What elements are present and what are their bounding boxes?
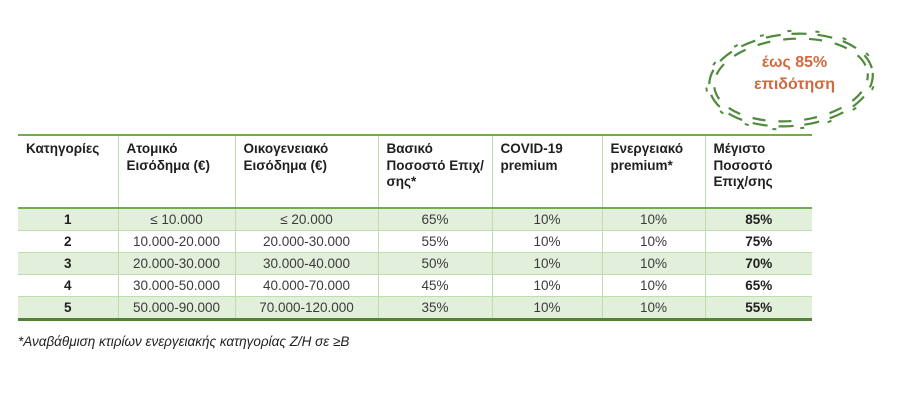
cell-max-rate: 55% — [704, 296, 812, 320]
cell-individual-income: 20.000-30.000 — [117, 252, 235, 275]
cell-energy-premium: 10% — [601, 274, 705, 297]
cell-energy-premium: 10% — [601, 252, 705, 275]
col-header-base-rate: Βασικό Ποσοστό Επιχ/σης* — [377, 135, 492, 209]
cell-max-rate: 85% — [704, 208, 812, 231]
cell-category: 2 — [18, 230, 118, 253]
cell-covid-premium: 10% — [491, 230, 602, 253]
cell-family-income: 30.000-40.000 — [234, 252, 378, 275]
cell-max-rate: 75% — [704, 230, 812, 253]
col-header-family-income: Οικογενειακό Εισόδημα (€) — [234, 135, 378, 209]
subsidy-table: Κατηγορίες Ατομικό Εισόδημα (€) Οικογενε… — [18, 134, 812, 321]
cell-energy-premium: 10% — [601, 230, 705, 253]
col-header-categories: Κατηγορίες — [18, 135, 118, 209]
badge-line-2: επιδότηση — [754, 76, 835, 93]
cell-category: 5 — [18, 296, 118, 320]
col-header-energy-premium: Ενεργειακό premium* — [601, 135, 705, 209]
sketch-ellipse-icon — [705, 29, 877, 131]
table-row: 5 50.000-90.000 70.000-120.000 35% 10% 1… — [18, 296, 812, 320]
cell-family-income: ≤ 20.000 — [234, 208, 378, 231]
table-row: 4 30.000-50.000 40.000-70.000 45% 10% 10… — [18, 274, 812, 297]
cell-base-rate: 55% — [377, 230, 492, 253]
cell-covid-premium: 10% — [491, 252, 602, 275]
cell-base-rate: 45% — [377, 274, 492, 297]
cell-max-rate: 70% — [704, 252, 812, 275]
cell-family-income: 20.000-30.000 — [234, 230, 378, 253]
cell-max-rate: 65% — [704, 274, 812, 297]
badge-text: έως 85% επιδότηση — [728, 52, 862, 96]
cell-category: 1 — [18, 208, 118, 231]
table-row: 2 10.000-20.000 20.000-30.000 55% 10% 10… — [18, 230, 812, 253]
cell-family-income: 70.000-120.000 — [234, 296, 378, 320]
cell-individual-income: 50.000-90.000 — [117, 296, 235, 320]
cell-individual-income: 30.000-50.000 — [117, 274, 235, 297]
table-footnote: *Αναβάθμιση κτιρίων ενεργειακής κατηγορί… — [18, 334, 350, 349]
cell-base-rate: 50% — [377, 252, 492, 275]
cell-energy-premium: 10% — [601, 296, 705, 320]
header-row: Κατηγορίες Ατομικό Εισόδημα (€) Οικογενε… — [18, 135, 812, 209]
cell-category: 4 — [18, 274, 118, 297]
badge-line-1: έως 85% — [761, 54, 828, 71]
cell-covid-premium: 10% — [491, 208, 602, 231]
cell-individual-income: 10.000-20.000 — [117, 230, 235, 253]
col-header-max-rate: Μέγιστο Ποσοστό Επιχ/σης — [704, 135, 812, 209]
cell-covid-premium: 10% — [491, 296, 602, 320]
cell-energy-premium: 10% — [601, 208, 705, 231]
table-row: 3 20.000-30.000 30.000-40.000 50% 10% 10… — [18, 252, 812, 275]
cell-covid-premium: 10% — [491, 274, 602, 297]
cell-base-rate: 35% — [377, 296, 492, 320]
table-row: 1 ≤ 10.000 ≤ 20.000 65% 10% 10% 85% — [18, 208, 812, 231]
cell-family-income: 40.000-70.000 — [234, 274, 378, 297]
col-header-individual-income: Ατομικό Εισόδημα (€) — [117, 135, 235, 209]
cell-individual-income: ≤ 10.000 — [117, 208, 235, 231]
col-header-covid-premium: COVID-19 premium — [491, 135, 602, 209]
subsidy-badge: έως 85% επιδότηση — [703, 24, 879, 132]
cell-category: 3 — [18, 252, 118, 275]
cell-base-rate: 65% — [377, 208, 492, 231]
